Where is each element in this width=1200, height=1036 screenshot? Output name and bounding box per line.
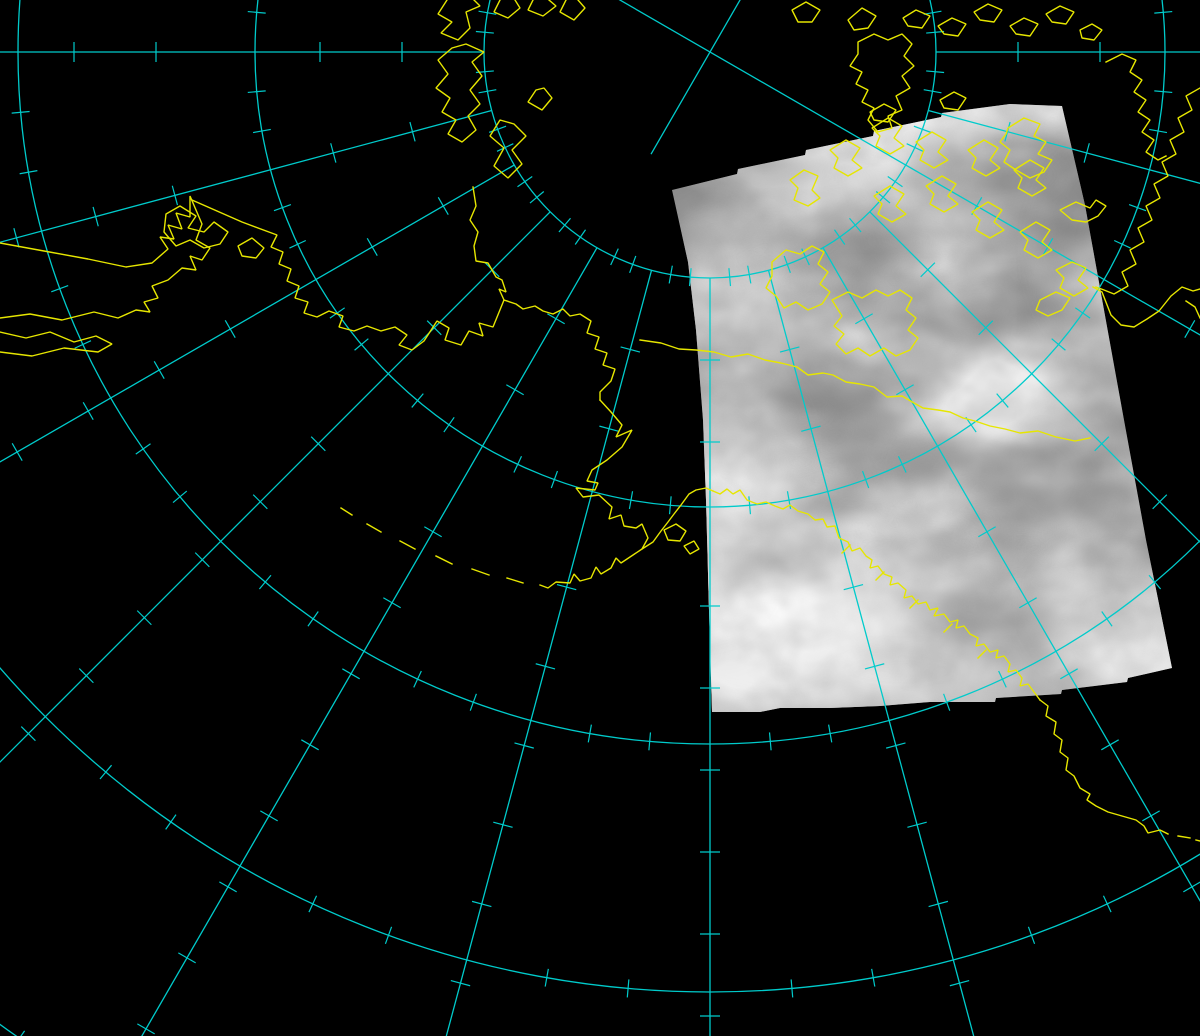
coastline-us-west-coast <box>1039 699 1169 835</box>
coastline-severnaya-5 <box>435 43 485 143</box>
coastline-victoria-island <box>831 289 919 357</box>
coastline-fjl-island-2 <box>937 17 967 37</box>
coastline-kola-coast-2 <box>1185 300 1200 319</box>
coastline-fjord-spike-5 <box>977 649 987 659</box>
coastline-fjl-island-3 <box>973 3 1003 23</box>
coastline-svalbard <box>849 33 915 133</box>
coastline-ellesmere-island <box>999 117 1053 179</box>
coastline-fjl-island-5 <box>1045 5 1075 25</box>
coastline-coast-dash-2 <box>471 568 490 576</box>
coastline-siberia-lower-coast <box>0 331 113 357</box>
coastline-fjord-spike-1 <box>841 544 851 554</box>
coastline-west-coast-dash-2 <box>1195 839 1200 842</box>
coastline-top-island-s00 <box>791 1 821 23</box>
coastline-severnaya-7 <box>527 87 553 111</box>
coastline-arctic-island-q15 <box>1035 291 1071 317</box>
coastline-siberia-north-coast <box>0 195 211 321</box>
coastline-novaya-zemlya-chain <box>1105 53 1167 161</box>
coastline-top-island-s0 <box>847 7 877 31</box>
coastline-norway-fjord-coast <box>1095 87 1200 295</box>
coastline-arctic-island-q3 <box>871 117 905 155</box>
coastline-severnaya-4 <box>559 0 586 21</box>
coastline-fjord-spike-2 <box>875 571 885 581</box>
coastline-fjl-island-4 <box>1009 17 1039 37</box>
coastline-chukotka-coast <box>575 399 714 550</box>
coastline-fjl-island-6 <box>1079 23 1103 41</box>
coastline-coast-dash-6 <box>340 507 353 516</box>
coastline-severnaya-2 <box>493 0 521 19</box>
coastline-arctic-island-q11 <box>869 103 897 123</box>
coastline-arctic-island-q7 <box>967 139 1001 177</box>
coastline-fjord-spike-4 <box>943 623 953 633</box>
coastline-fjord-spike-3 <box>909 599 919 609</box>
coastline-arctic-island-q8 <box>971 201 1005 239</box>
coastline-arctic-mainland-coast <box>639 339 1091 442</box>
coastline-west-coast-dash-1 <box>1177 835 1191 839</box>
coastline-severnaya-1 <box>437 0 481 41</box>
coastline-kola-coast <box>1092 286 1200 328</box>
coastline-arctic-island-q2 <box>829 139 863 177</box>
coastline-coast-dash-3 <box>435 555 453 565</box>
coastline-taymyr-east-coast <box>503 299 616 401</box>
coastline-fjl-island-1 <box>902 9 931 29</box>
coastline-bering-island-1 <box>663 523 687 542</box>
coastline-coast-dash-5 <box>366 523 382 533</box>
coastline-severnaya-3 <box>527 0 557 17</box>
coastline-banks-island <box>765 245 831 311</box>
coastline-coast-dash-1 <box>506 577 524 584</box>
coastline-arctic-island-q12 <box>939 91 967 111</box>
coastline-arctic-island-q13 <box>1059 199 1107 223</box>
coastline-arctic-island-q1 <box>789 169 821 207</box>
coastline-arctic-island-q9 <box>1013 159 1047 197</box>
coastline-new-siberian-2 <box>237 237 265 259</box>
coastline-arctic-island-q10 <box>1019 221 1053 259</box>
coastline-chukotka-south-coast <box>539 548 643 589</box>
coastline-siberia-main-coast <box>191 186 507 351</box>
coastline-arctic-island-q14 <box>1055 261 1089 297</box>
coastline-coast-dash-4 <box>399 540 416 550</box>
coastline-new-siberian-1 <box>163 205 229 249</box>
coastline-alaska-bc-coast <box>712 488 1041 701</box>
coastline-arctic-island-q6 <box>925 175 959 213</box>
coastline-arctic-island-q5 <box>873 185 907 223</box>
coastline-arctic-island-q4 <box>915 131 949 169</box>
coastline-overlay <box>0 0 1200 842</box>
coastline-severnaya-6 <box>489 119 527 179</box>
coastline-bering-island-2 <box>683 540 700 555</box>
